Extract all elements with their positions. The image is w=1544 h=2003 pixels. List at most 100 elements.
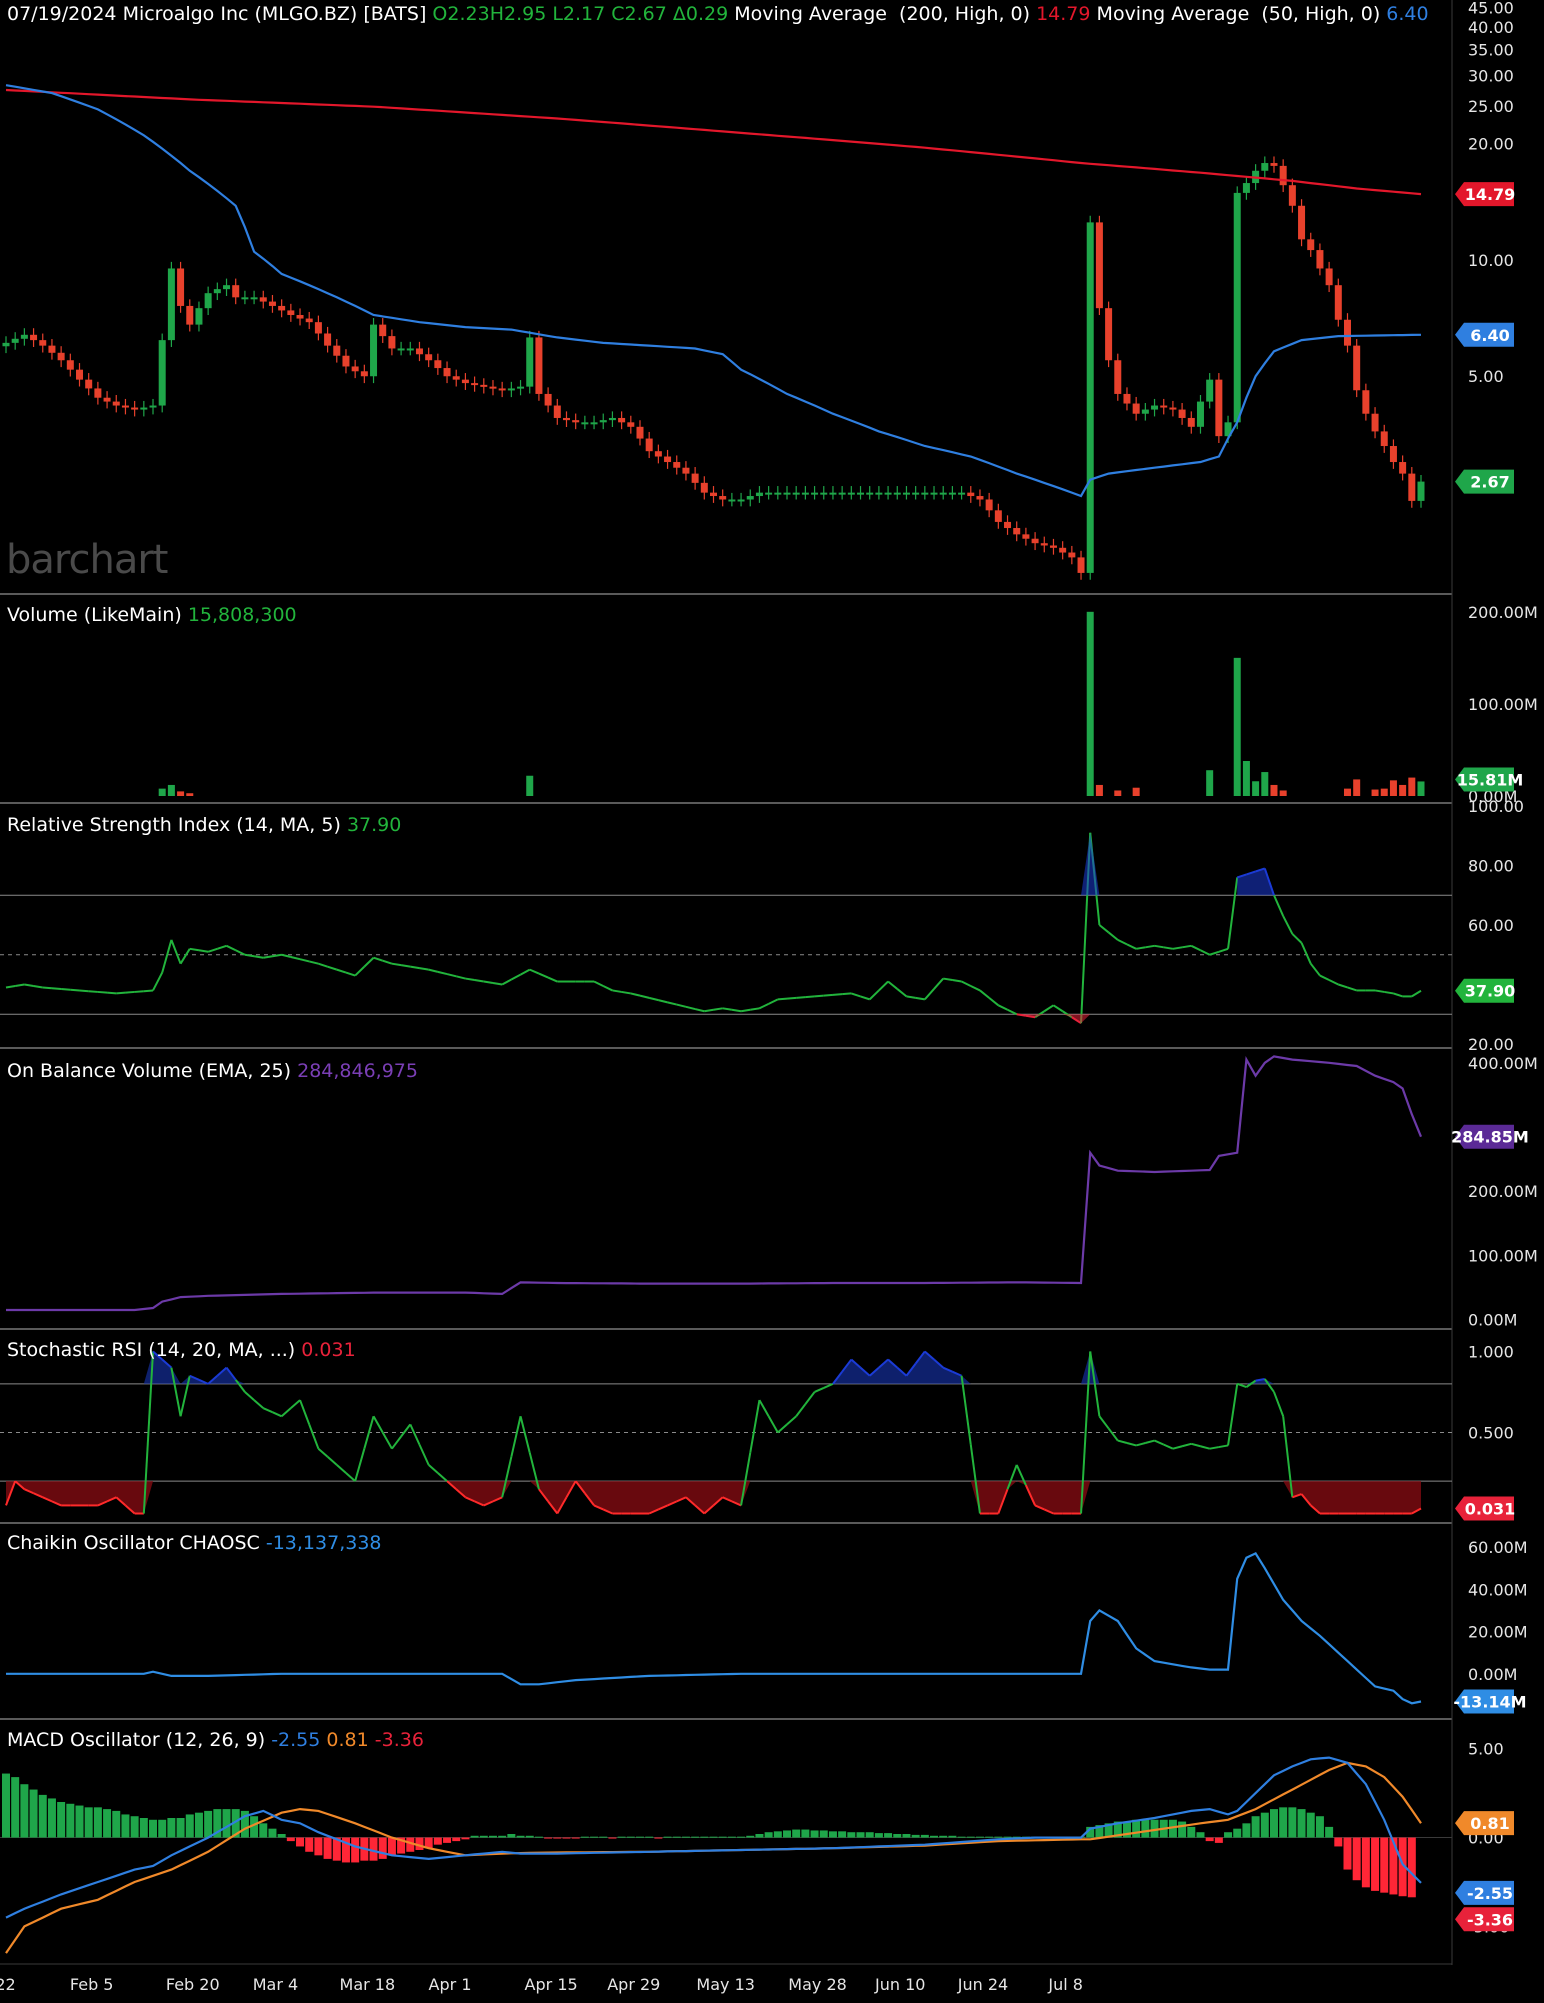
y-tick-label: 100.00M xyxy=(1468,695,1538,714)
rsi-zone-fill xyxy=(1081,832,1100,896)
candle-body xyxy=(443,368,451,377)
macd-histogram-bar xyxy=(296,1837,305,1847)
volume-bar xyxy=(1270,784,1278,796)
macd-histogram-bar xyxy=(314,1837,323,1856)
candle-body xyxy=(452,376,460,380)
y-tick-label: 20.00 xyxy=(1468,1035,1514,1054)
macd-histogram-bar xyxy=(902,1834,911,1838)
chaikin-last-text: -13.14M xyxy=(1453,1693,1526,1712)
candle-body xyxy=(287,310,295,316)
macd-histogram-bar xyxy=(470,1835,479,1838)
rsi-segment xyxy=(685,1005,696,1011)
stochrsi-segment xyxy=(1089,1351,1101,1417)
candle-body xyxy=(103,397,111,402)
macd-histogram-bar xyxy=(1371,1837,1380,1891)
candle-body xyxy=(1141,409,1149,414)
stochrsi-segment xyxy=(933,1358,944,1369)
macd-histogram-bar xyxy=(341,1837,350,1863)
candle-body xyxy=(544,393,552,406)
ma50-last-tag xyxy=(1455,322,1514,347)
rsi-segment xyxy=(805,995,815,999)
rsi-segment xyxy=(446,973,457,978)
rsi-segment xyxy=(1145,944,1155,949)
macd-last-text: -2.55 xyxy=(1467,1884,1513,1903)
macd-histogram-bar xyxy=(957,1836,966,1838)
rsi-segment xyxy=(391,962,402,967)
stochrsi-segment xyxy=(354,1448,366,1482)
macd-histogram-bar xyxy=(930,1835,939,1838)
ma50-line xyxy=(5,84,1422,498)
macd-histogram-bar xyxy=(488,1835,497,1838)
rsi-segment xyxy=(1181,944,1192,949)
rsi-segment xyxy=(832,993,843,996)
rsi-segment xyxy=(400,964,411,968)
macd-histogram-bar xyxy=(424,1837,433,1849)
rsi-segment xyxy=(630,992,641,997)
candle-body xyxy=(1371,413,1379,432)
rsi-segment xyxy=(336,968,347,974)
stochrsi-segment xyxy=(253,1399,264,1409)
x-tick-label: Jan 22 xyxy=(0,1975,16,1994)
candle-body xyxy=(461,379,469,384)
rsi-segment xyxy=(327,965,338,971)
rsi-segment xyxy=(1328,979,1339,986)
chaikin-params: CHAOSC xyxy=(179,1532,260,1554)
macd-histogram-bar xyxy=(433,1837,442,1845)
stochrsi-segment xyxy=(33,1492,44,1499)
rsi-segment xyxy=(79,989,89,993)
candle-body xyxy=(149,405,157,408)
rsi-segment xyxy=(179,948,191,965)
macd-histogram-bar xyxy=(672,1836,681,1838)
macd-histogram-bar xyxy=(700,1836,709,1838)
price-last-tag xyxy=(1455,469,1514,494)
rsi-segment xyxy=(713,1007,723,1011)
rsi-segment xyxy=(70,988,80,992)
rsi-segment xyxy=(134,990,144,993)
chaikin-value: -13,137,338 xyxy=(265,1532,382,1554)
stochrsi-segment xyxy=(1163,1443,1174,1450)
candle-body xyxy=(719,496,727,500)
candle-body xyxy=(1059,547,1067,553)
macd-histogram-bar xyxy=(250,1816,259,1838)
macd-histogram-bar xyxy=(369,1837,378,1861)
volume-title: Volume xyxy=(7,604,78,626)
candle-body xyxy=(820,492,828,495)
stochrsi-segment xyxy=(474,1500,485,1507)
candle-body xyxy=(213,289,221,294)
stochrsi-last-tag xyxy=(1455,1496,1514,1521)
x-tick-label: Apr 29 xyxy=(607,1975,660,1994)
rsi-segment xyxy=(1136,946,1146,950)
stochrsi-segment xyxy=(363,1416,375,1449)
candle-body xyxy=(314,322,322,334)
ma50-value: 6.40 xyxy=(1386,3,1429,25)
rsi-segment xyxy=(639,994,650,999)
candle-body xyxy=(645,438,653,452)
stochrsi-segment xyxy=(225,1367,237,1381)
candle-body xyxy=(921,492,929,495)
macd-histogram-bar xyxy=(84,1807,93,1838)
stochrsi-params: (14, 20, MA, ...) xyxy=(148,1339,296,1361)
macd-histogram-bar xyxy=(130,1816,139,1838)
rsi-segment xyxy=(152,972,164,991)
stochrsi-segment xyxy=(97,1500,108,1507)
candle-body xyxy=(1178,409,1186,418)
rsi-segment xyxy=(428,968,439,973)
stochrsi-segment xyxy=(124,1504,136,1515)
stochrsi-segment xyxy=(832,1371,843,1385)
rsi-segment xyxy=(33,985,43,989)
macd-histogram-bar xyxy=(562,1837,571,1839)
stochrsi-segment xyxy=(648,1508,659,1515)
macd-histogram-bar xyxy=(1122,1821,1131,1838)
ma200-last-text: 14.79 xyxy=(1465,185,1516,204)
macd-histogram-bar xyxy=(406,1837,415,1852)
stochrsi-segment xyxy=(804,1391,816,1405)
stochrsi-segment xyxy=(336,1464,347,1474)
macd-histogram-bar xyxy=(185,1814,194,1838)
stochrsi-segment xyxy=(685,1496,696,1507)
volume-value: 15,808,300 xyxy=(187,604,297,626)
candle-body xyxy=(406,348,414,351)
candle-body xyxy=(948,492,956,495)
candle-body xyxy=(1233,192,1241,423)
macd-histogram-bar xyxy=(213,1809,222,1838)
macd-histogram-bar xyxy=(654,1837,663,1839)
